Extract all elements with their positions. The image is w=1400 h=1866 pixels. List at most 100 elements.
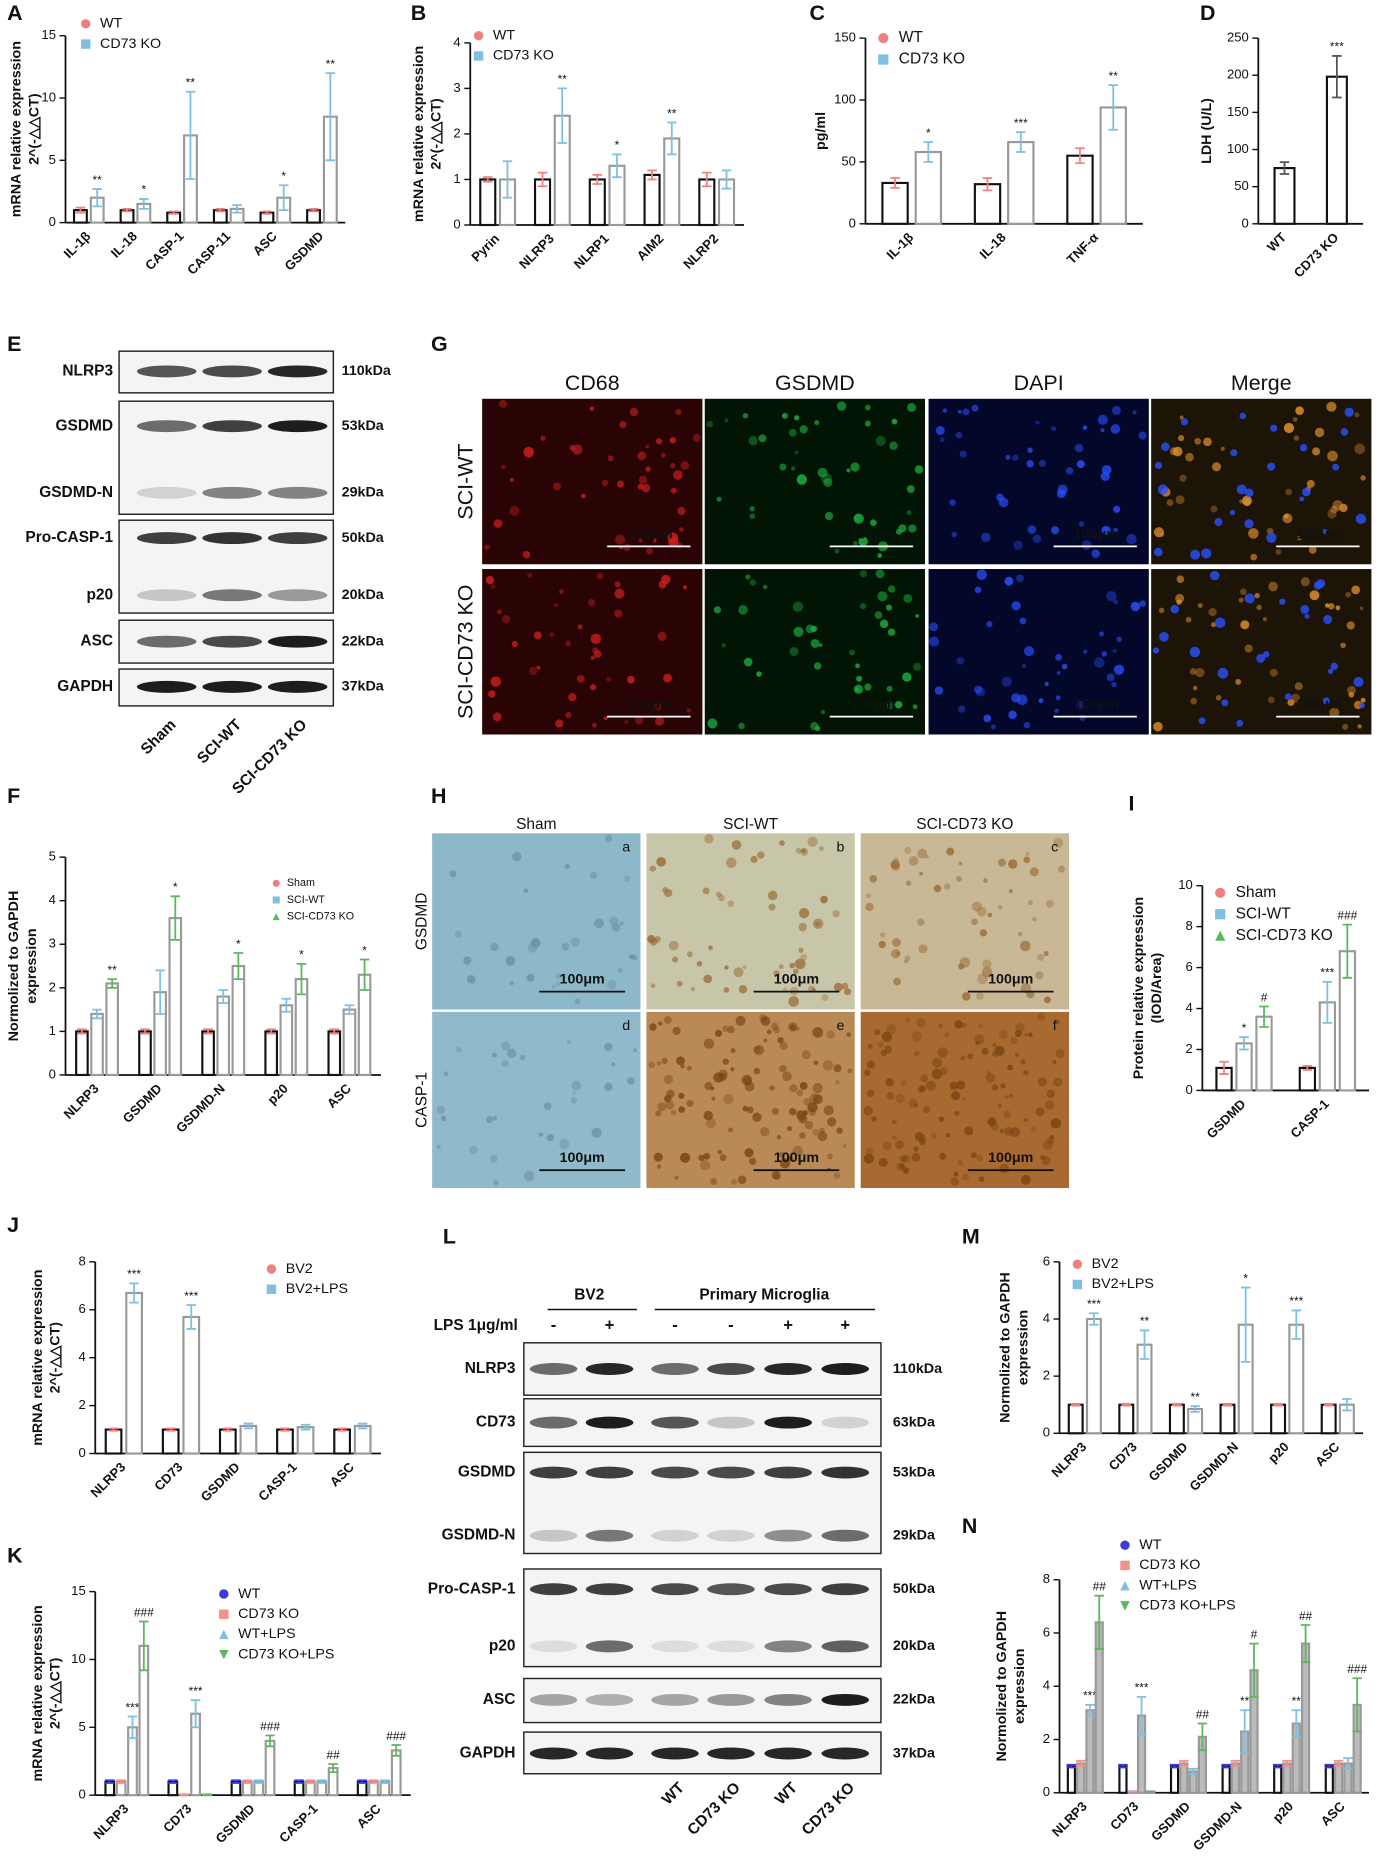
cell bbox=[523, 888, 529, 894]
cell bbox=[958, 705, 966, 713]
cell bbox=[1027, 525, 1037, 534]
error-bar bbox=[1219, 1060, 1229, 1075]
cell bbox=[623, 875, 631, 883]
cell bbox=[997, 858, 1006, 867]
cell bbox=[645, 444, 650, 449]
cell bbox=[546, 1133, 555, 1142]
cell bbox=[935, 426, 945, 435]
cell bbox=[957, 409, 962, 414]
blot-band bbox=[651, 1529, 699, 1542]
error-bar bbox=[280, 1427, 290, 1432]
y-tick-label: 2 bbox=[1043, 1731, 1050, 1746]
cell bbox=[794, 415, 800, 421]
bar bbox=[643, 173, 661, 227]
legend-label: WT+LPS bbox=[1139, 1577, 1196, 1593]
blot-band bbox=[529, 1466, 578, 1479]
cell bbox=[853, 684, 864, 694]
y-tick-label: 1 bbox=[49, 1023, 56, 1038]
cell bbox=[799, 425, 808, 434]
cell bbox=[1327, 450, 1338, 462]
scale-bar-label: 100μm bbox=[560, 971, 605, 987]
cell bbox=[863, 1105, 873, 1116]
significance: ## bbox=[327, 1748, 341, 1762]
y-tick-label: 6 bbox=[1043, 1253, 1050, 1268]
cell bbox=[1161, 442, 1170, 452]
cell bbox=[911, 1031, 923, 1042]
cell bbox=[1035, 1107, 1045, 1117]
cell bbox=[604, 1082, 613, 1091]
cell bbox=[899, 1155, 907, 1163]
cell bbox=[1306, 479, 1315, 488]
cell bbox=[792, 1145, 804, 1157]
y-tick-label: 0 bbox=[1242, 215, 1249, 230]
y-tick-label: 150 bbox=[834, 30, 856, 45]
cell bbox=[748, 1157, 757, 1165]
cell bbox=[961, 992, 971, 1001]
cell bbox=[1159, 631, 1169, 642]
cell bbox=[1152, 647, 1160, 654]
cell bbox=[939, 1152, 947, 1160]
significance: ** bbox=[1240, 1694, 1250, 1708]
cell bbox=[1270, 424, 1278, 432]
blot-band bbox=[764, 1416, 812, 1429]
bar bbox=[1219, 1403, 1236, 1435]
cell bbox=[742, 1105, 749, 1112]
cell bbox=[1327, 602, 1335, 610]
cell bbox=[686, 1065, 692, 1071]
cell bbox=[971, 901, 982, 912]
cell bbox=[881, 1031, 893, 1042]
error-bar bbox=[1273, 1402, 1283, 1407]
y-axis-label: 2^(-△△CT) bbox=[26, 93, 42, 165]
cell bbox=[791, 466, 796, 471]
cell bbox=[1097, 414, 1108, 425]
cell bbox=[665, 1100, 675, 1110]
legend-marker bbox=[1215, 930, 1226, 941]
cell bbox=[1074, 443, 1084, 453]
cell bbox=[1153, 547, 1163, 557]
cell bbox=[656, 1061, 661, 1066]
cell bbox=[675, 409, 682, 416]
legend-marker bbox=[272, 913, 280, 921]
error-bar bbox=[667, 121, 677, 156]
blot-band bbox=[529, 1363, 578, 1375]
cell bbox=[971, 918, 978, 926]
cell bbox=[606, 676, 612, 682]
cell bbox=[702, 887, 710, 895]
cell bbox=[1340, 428, 1349, 436]
cell bbox=[680, 1064, 685, 1069]
cell bbox=[1078, 521, 1085, 527]
cell bbox=[1101, 525, 1111, 535]
cell bbox=[1322, 697, 1330, 705]
cell bbox=[879, 619, 889, 629]
cell bbox=[1185, 452, 1194, 462]
blot-frame bbox=[523, 1568, 882, 1668]
cell bbox=[913, 1103, 918, 1108]
cell bbox=[738, 722, 745, 730]
cell bbox=[891, 1135, 897, 1141]
cell bbox=[798, 922, 807, 932]
error-bar bbox=[483, 176, 493, 183]
cell bbox=[614, 609, 623, 618]
error-bar bbox=[1172, 1402, 1182, 1407]
cell bbox=[721, 643, 726, 648]
cell bbox=[906, 485, 915, 493]
y-tick-label: 8 bbox=[1043, 1571, 1050, 1586]
bar bbox=[1076, 1762, 1086, 1794]
cell bbox=[590, 684, 597, 691]
cell bbox=[846, 1032, 852, 1037]
cell bbox=[789, 1107, 797, 1116]
cell bbox=[604, 1042, 613, 1052]
cell bbox=[493, 519, 503, 528]
significance: ### bbox=[260, 1719, 280, 1733]
cell bbox=[822, 1060, 834, 1071]
cell bbox=[658, 580, 667, 589]
cell bbox=[796, 1110, 807, 1121]
cell bbox=[710, 1178, 718, 1185]
cell bbox=[1266, 532, 1277, 543]
error-bar bbox=[1342, 1398, 1352, 1412]
treatment-sign: - bbox=[551, 1316, 557, 1335]
cell bbox=[763, 1038, 768, 1043]
cell bbox=[1236, 719, 1244, 727]
significance: * bbox=[615, 138, 620, 152]
y-tick-label: 15 bbox=[41, 27, 56, 42]
